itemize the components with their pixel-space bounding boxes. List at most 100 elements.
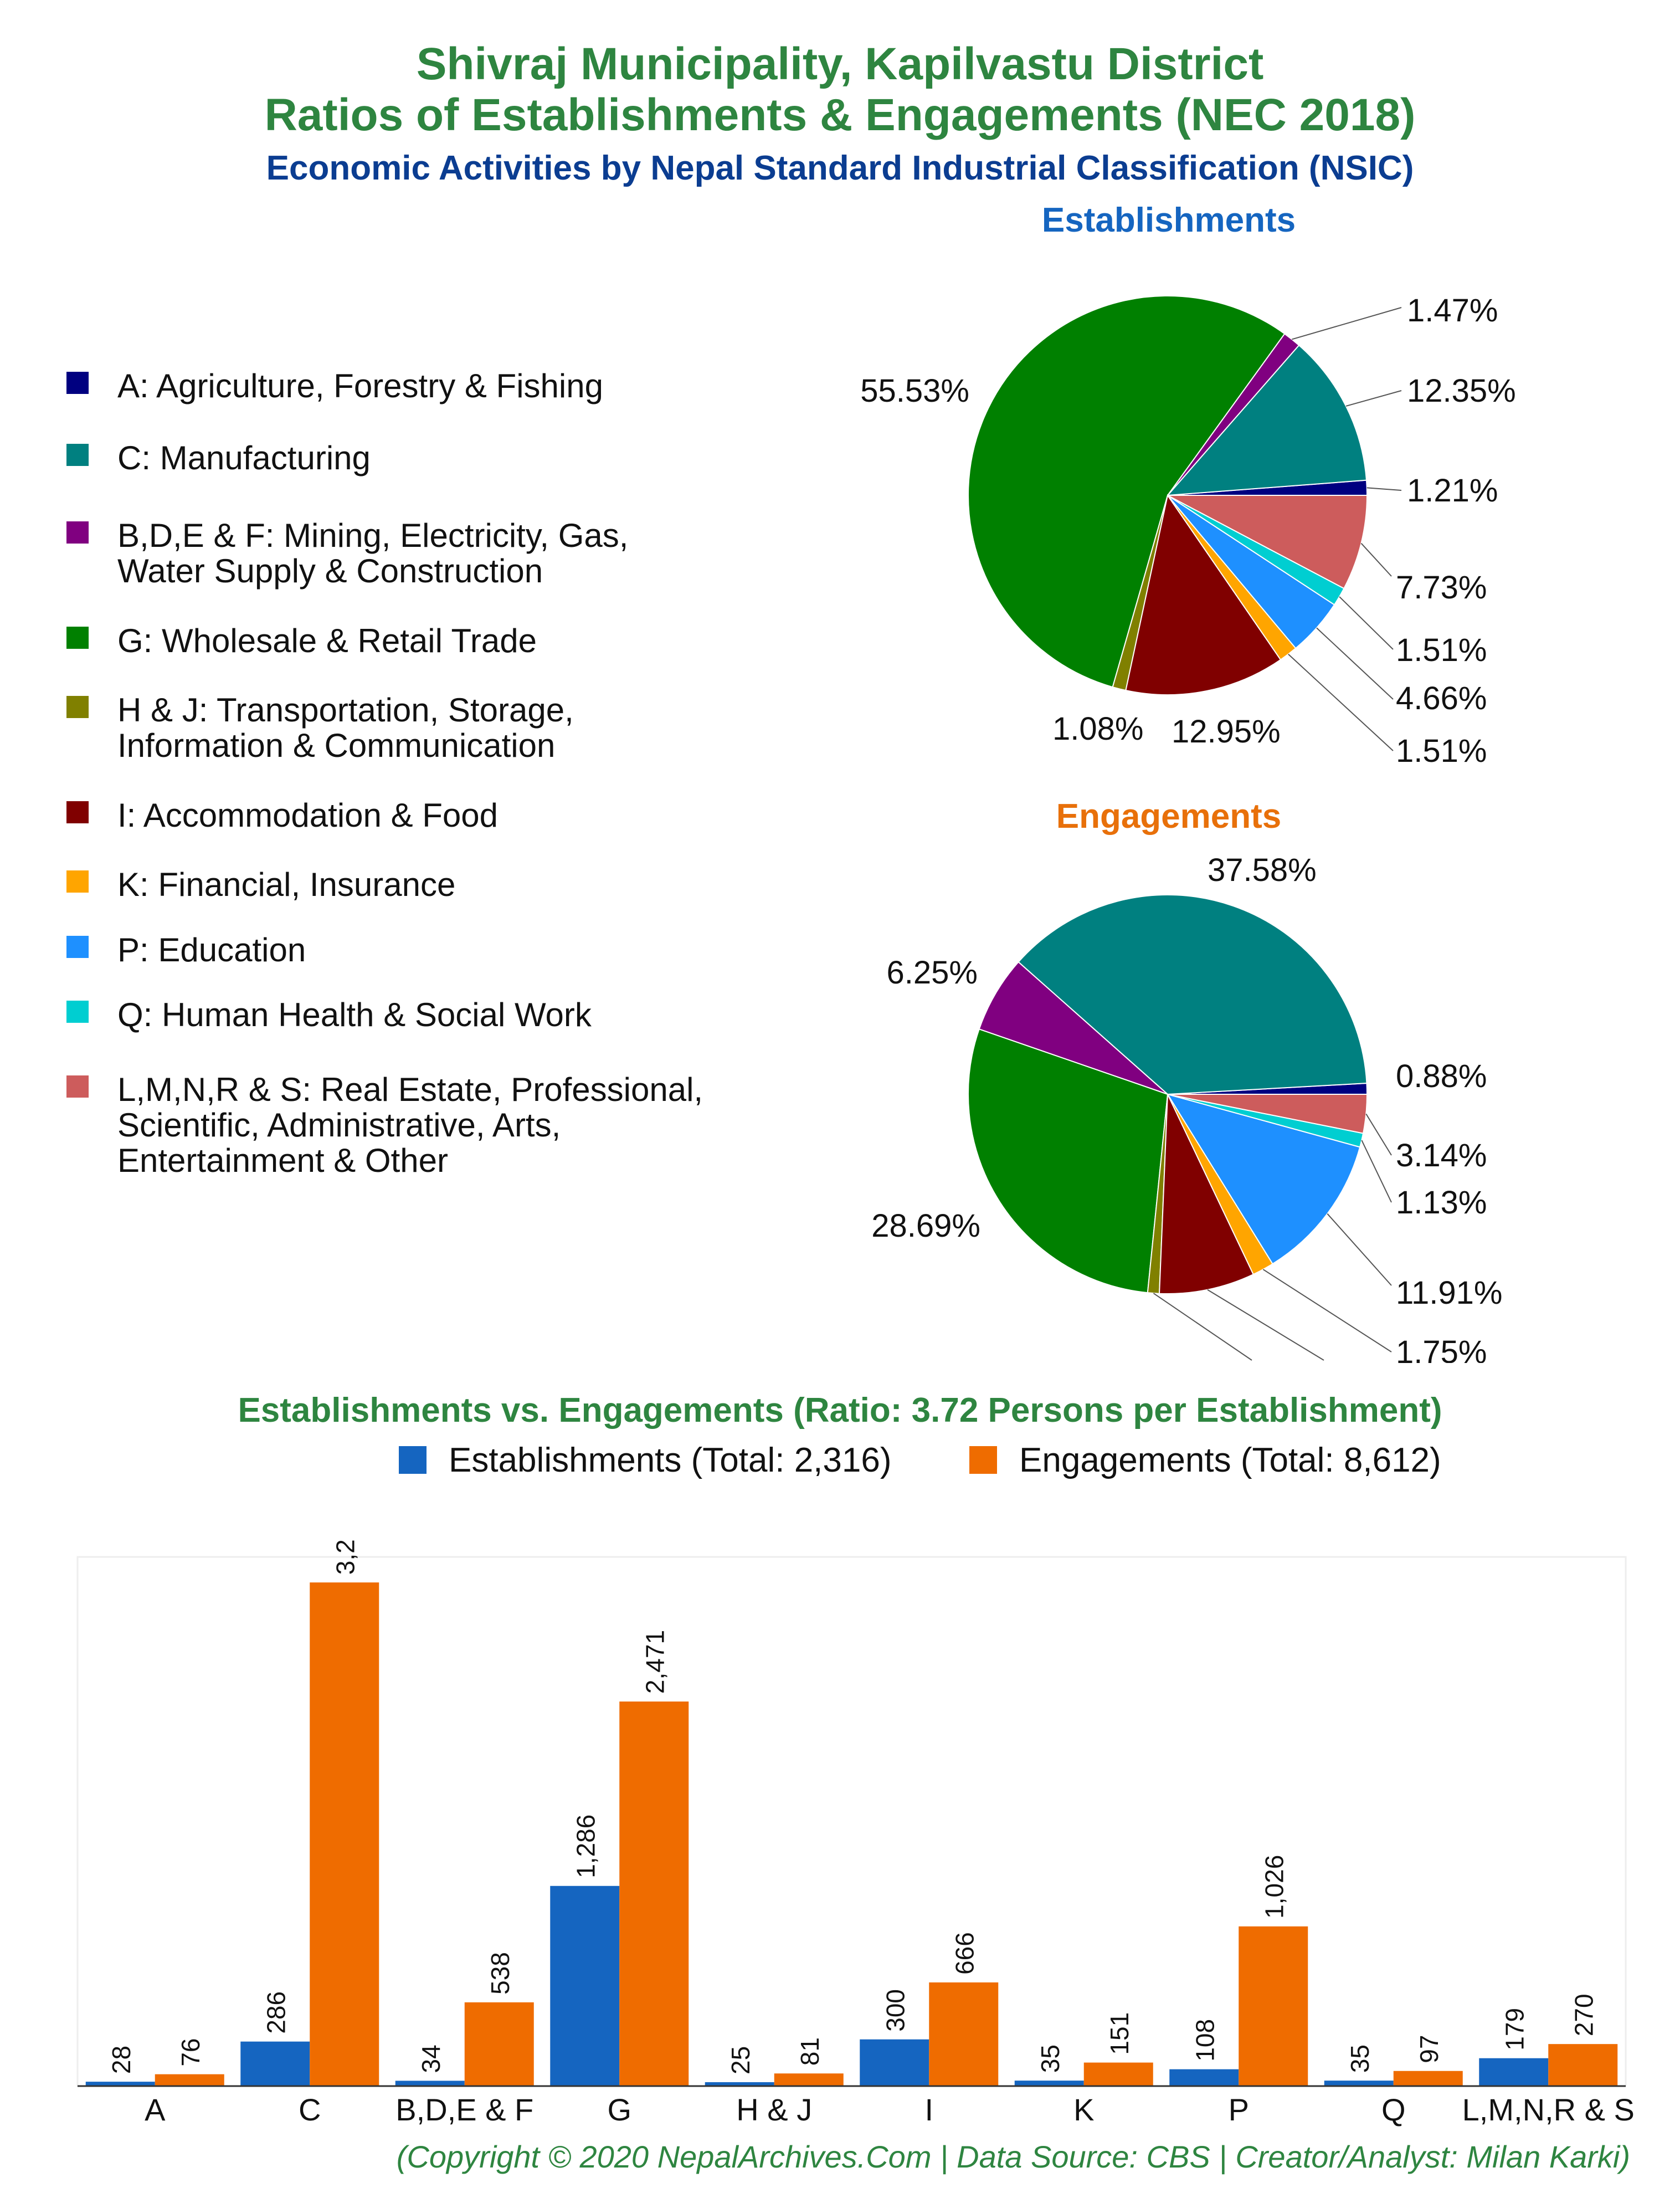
engagements-bar (464, 2002, 534, 2086)
establishments-bar (240, 2041, 310, 2086)
engagements-value-label: 97 (1415, 2035, 1443, 2063)
engagements-bar (1393, 2071, 1463, 2086)
engagements-legend-swatch (969, 1446, 997, 1474)
engagements-pie-slice (968, 1028, 1169, 1294)
establishments-bar (1324, 2081, 1394, 2086)
x-tick-label: I (924, 2092, 933, 2127)
establishments-value-label: 300 (881, 1989, 910, 2032)
legend-label: L,M,N,R & S: Real Estate, Professional, S… (117, 1071, 703, 1179)
establishments-pie-pct-label: 1.51% (1396, 733, 1487, 769)
establishments-pie-slice (1167, 495, 1368, 590)
engagements-bar (929, 1982, 999, 2086)
establishments-pie-slice (1125, 494, 1282, 695)
establishments-legend-swatch (399, 1446, 427, 1474)
establishments-value-label: 108 (1191, 2019, 1220, 2062)
chart-subtitle: Economic Activities by Nepal Standard In… (266, 149, 1414, 187)
engagements-pie-pct-label: 6.25% (887, 955, 978, 991)
legend-label: B,D,E & F: Mining, Electricity, Gas, Wate… (117, 517, 629, 590)
engagements-pie-pct-label: 11.91% (1396, 1275, 1502, 1311)
establishments-pie-pct-label: 1.21% (1407, 473, 1498, 509)
legend-swatch (66, 696, 89, 718)
establishments-pie-slice (968, 295, 1286, 688)
engagements-value-label: 151 (1105, 2012, 1134, 2055)
establishments-value-label: 35 (1036, 2045, 1065, 2073)
x-tick-label: L,M,N,R & S (1462, 2092, 1635, 2127)
establishments-value-label: 28 (107, 2046, 136, 2074)
engagements-pie-leader-line (1365, 1113, 1392, 1156)
engagements-pie-leader-line (1207, 1289, 1324, 1361)
establishments-value-label: 1,286 (572, 1815, 600, 1878)
engagements-pie-leader-line (1327, 1213, 1392, 1286)
legend-label: Q: Human Health & Social Work (117, 996, 592, 1033)
establishments-pie-leader-line (1292, 307, 1402, 340)
legend-swatch (66, 444, 89, 466)
copyright-footer: (Copyright © 2020 NepalArchives.Com | Da… (396, 2139, 1630, 2174)
establishments-pie-leader-line (1360, 542, 1392, 577)
establishments-pie-pct-label: 7.73% (1396, 570, 1487, 606)
establishments-pie-pct-label: 1.47% (1407, 293, 1498, 329)
legend-label: C: Manufacturing (117, 439, 371, 476)
establishments-pie-leader-line (1339, 596, 1394, 650)
engagements-pie-pct-label: 1.75% (1396, 1334, 1487, 1363)
legend-label: K: Financial, Insurance (117, 866, 456, 903)
legend-swatch (66, 1075, 89, 1098)
engagements-value-label: 666 (951, 1932, 979, 1975)
engagements-value-label: 1,026 (1260, 1855, 1289, 1919)
engagements-pie-leader-line (1361, 1140, 1392, 1203)
engagements-value-label: 2,471 (641, 1630, 670, 1694)
x-tick-label: G (607, 2092, 631, 2127)
engagements-pie-slice (978, 961, 1168, 1095)
establishments-bar (1479, 2058, 1549, 2086)
establishments-bar (705, 2082, 774, 2086)
legend-label: H & J: Transportation, Storage, Informati… (117, 691, 574, 764)
establishments-pie-pct-label: 1.51% (1396, 632, 1487, 668)
legend-swatch (66, 936, 89, 958)
legend-label: P: Education (117, 931, 306, 969)
engagements-pie-pct-label: 1.13% (1396, 1185, 1487, 1221)
engagements-pie-slice (1167, 1094, 1368, 1134)
engagements-bar (310, 1582, 379, 2086)
establishments-value-label: 286 (262, 1991, 291, 2034)
legend-label: I: Accommodation & Food (117, 797, 499, 834)
engagements-pie-pct-label: 3.14% (1396, 1138, 1487, 1174)
legend-swatch (66, 372, 89, 394)
establishments-bar (1169, 2069, 1239, 2086)
establishments-bar (1014, 2081, 1084, 2086)
establishments-bar (395, 2081, 465, 2086)
engagements-pie-slice (1166, 1093, 1361, 1265)
engagements-bar (619, 1701, 689, 2086)
establishments-pie-pct-label: 12.35% (1407, 373, 1516, 409)
establishments-pie-pct-label: 4.66% (1396, 680, 1487, 716)
establishments-bar (85, 2082, 155, 2086)
engagements-value-label: 538 (486, 1952, 515, 1995)
engagements-pie-slice (1018, 894, 1368, 1095)
engagements-value-label: 76 (176, 2038, 205, 2066)
engagements-bar (155, 2074, 224, 2086)
engagements-legend-label: Engagements (Total: 8,612) (1019, 1441, 1441, 1479)
establishments-value-label: 25 (726, 2046, 755, 2074)
establishments-pie-slice (1166, 344, 1368, 496)
engagements-pie-pct-label: 28.69% (871, 1208, 980, 1244)
establishments-pie-pct-label: 12.95% (1172, 714, 1281, 750)
establishments-bar (860, 2039, 929, 2086)
x-tick-label: C (299, 2092, 321, 2127)
legend-swatch (66, 870, 89, 893)
x-tick-label: K (1073, 2092, 1094, 2127)
establishments-legend-label: Establishments (Total: 2,316) (449, 1441, 892, 1479)
engagements-value-label: 270 (1570, 1994, 1599, 2036)
engagements-value-label: 81 (795, 2037, 824, 2066)
establishments-pie-leader-line (1288, 653, 1394, 751)
engagements-bar (1083, 2062, 1153, 2086)
x-tick-label: H & J (736, 2092, 812, 2127)
chart-title-line2: Ratios of Establishments & Engagements (… (264, 90, 1416, 140)
legend-swatch (66, 1001, 89, 1023)
engagements-pie-title: Engagements (1056, 797, 1282, 836)
chart-title-line1: Shivraj Municipality, Kapilvastu Distric… (416, 39, 1264, 89)
x-tick-label: B,D,E & F (395, 2092, 533, 2127)
pie-charts: 1.21% 12.35% 1.47% 55.53% 1.08% 12.95% 1.51% 4.… (860, 293, 1516, 1363)
establishments-bar (550, 1885, 620, 2086)
establishments-pie-title: Establishments (1041, 201, 1296, 239)
engagements-pie-slice (1158, 1094, 1255, 1295)
engagements-pie-pct-label: 0.88% (1396, 1058, 1487, 1094)
engagements-value-label: 3,236 (331, 1540, 360, 1575)
